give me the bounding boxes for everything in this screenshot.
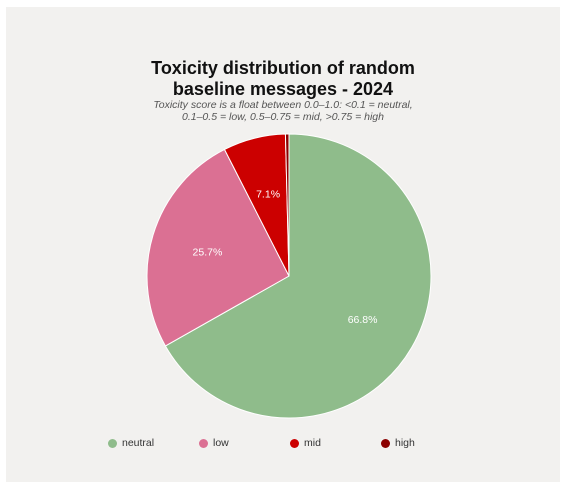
legend-item-neutral[interactable]: neutral bbox=[108, 437, 154, 449]
legend-swatch-high bbox=[381, 438, 390, 448]
pie-slice-neutral bbox=[164, 133, 432, 419]
chart-legend: neutral low mid high bbox=[0, 437, 561, 453]
legend-item-mid[interactable]: mid bbox=[290, 437, 321, 449]
legend-label-high: high bbox=[395, 437, 415, 449]
pie-slice-high bbox=[284, 133, 290, 277]
chart-subtitle: Toxicity score is a float between 0.0–1.… bbox=[153, 99, 413, 123]
data-label-mid: 7.1% bbox=[256, 188, 280, 200]
legend-swatch-neutral bbox=[108, 438, 117, 448]
data-label-neutral: 66.8% bbox=[348, 314, 378, 326]
legend-item-low[interactable]: low bbox=[199, 437, 229, 449]
legend-label-low: low bbox=[213, 437, 229, 449]
legend-swatch-low bbox=[199, 438, 208, 448]
legend-label-mid: mid bbox=[304, 437, 321, 449]
data-label-low: 25.7% bbox=[193, 246, 223, 258]
legend-item-high[interactable]: high bbox=[381, 437, 415, 449]
legend-swatch-mid bbox=[290, 438, 299, 448]
legend-label-neutral: neutral bbox=[122, 437, 155, 449]
chart-title: Toxicity distribution of random baseline… bbox=[151, 58, 415, 99]
pie-slice-low bbox=[146, 148, 290, 347]
